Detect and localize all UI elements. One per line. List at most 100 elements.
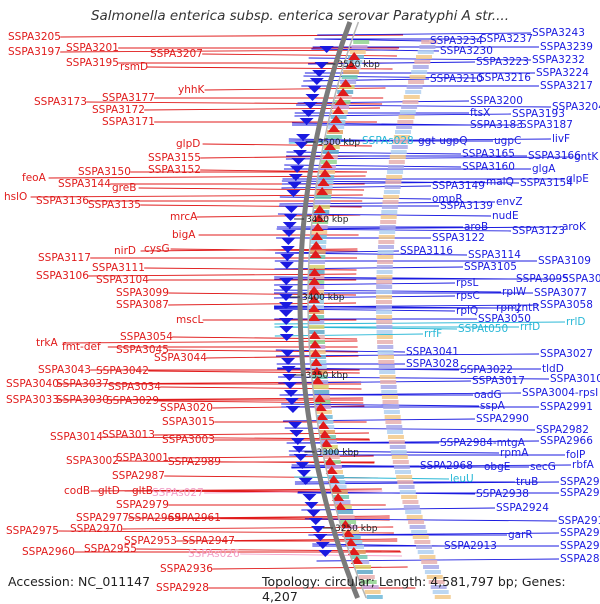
gene-label-right: SSPA3243 [532, 27, 585, 39]
feature-block [406, 515, 423, 519]
gene-label-right: SSPA3114 [468, 249, 521, 261]
feature-block [392, 460, 409, 464]
gene-label-right: rrfF [424, 328, 442, 340]
forward-gene-arrow [311, 376, 324, 384]
gene-label-right: SSPA3223 [476, 56, 529, 68]
gene-label-right: SSPA3204 [552, 101, 600, 113]
reverse-gene-arrow [288, 174, 303, 181]
forward-gene-arrow [314, 403, 327, 411]
forward-gene-arrow [327, 475, 340, 483]
feature-block [323, 455, 340, 459]
feature-block [381, 390, 398, 394]
feature-block [390, 150, 407, 154]
gene-label-right: envZ [496, 196, 523, 208]
forward-gene-arrow [324, 142, 337, 150]
reverse-gene-arrow [279, 326, 294, 333]
leader-line [48, 175, 366, 179]
gene-label-right: SSPA3183 [470, 119, 523, 131]
reverse-gene-arrow [299, 118, 314, 125]
gene-label-left: SSPA2961 [168, 512, 221, 524]
gene-label-left: SSPA3030 [56, 394, 109, 406]
feature-block [428, 580, 445, 584]
gene-label-left: fmt-def [62, 341, 101, 353]
gene-label-left: SSPA2955 [84, 543, 137, 555]
leader-line [274, 282, 456, 286]
reverse-gene-arrow [292, 446, 307, 453]
leader-line [204, 490, 383, 494]
feature-block [423, 565, 440, 569]
gene-label-left: SSPA2936 [160, 563, 213, 575]
gene-label-right: SSPA2938 [476, 488, 529, 500]
reverse-gene-arrow [292, 150, 307, 157]
reverse-gene-arrow [296, 134, 311, 141]
gene-label-left: SSPA3003 [162, 434, 215, 446]
feature-block [411, 530, 428, 534]
feature-block [416, 545, 433, 549]
leader-line [274, 333, 424, 337]
feature-block [398, 485, 415, 489]
reverse-gene-arrow [286, 190, 301, 197]
feature-block [412, 535, 429, 539]
gene-label-right: SSPA3095 [516, 273, 569, 285]
gene-label-right: SSPA2900 [560, 540, 600, 552]
forward-gene-arrow [347, 547, 360, 555]
leader-line [200, 169, 367, 173]
gene-label-left: gltD [98, 485, 120, 497]
leader-line [275, 252, 468, 256]
feature-block [308, 275, 325, 279]
reverse-gene-arrow [282, 222, 297, 229]
gene-label-left: SSPA3104 [96, 274, 149, 286]
gene-label-left: SSPA3045 [116, 344, 169, 356]
gene-label-right: SSPA3091 [562, 273, 600, 285]
gene-label-left: SSPA3042 [96, 365, 149, 377]
forward-gene-arrow [308, 268, 321, 276]
gene-label-right: SSPA3239 [540, 41, 593, 53]
gene-label-right: SSPA3077 [534, 287, 587, 299]
gene-label-left: greB [112, 182, 136, 194]
feature-block [362, 585, 379, 589]
gene-label-right: SSPA3224 [536, 67, 589, 79]
leader-line [180, 515, 390, 519]
forward-gene-arrow [308, 304, 321, 312]
feature-block [409, 525, 426, 529]
feature-block [349, 50, 366, 54]
feature-block [403, 95, 420, 99]
reverse-gene-arrow [282, 230, 297, 237]
gene-label-left: SSPA3205 [8, 31, 61, 43]
gene-label-right: SSPA3200 [470, 95, 523, 107]
feature-block [397, 120, 414, 124]
reverse-gene-arrow [301, 110, 316, 117]
feature-block [402, 100, 419, 104]
gene-label-left: SSPA3195 [66, 57, 119, 69]
position-label: 3550 kbp [337, 60, 380, 70]
gene-label-left: SSPA3015 [162, 416, 215, 428]
feature-block [395, 470, 412, 474]
leader-line [212, 566, 408, 570]
feature-block [399, 490, 416, 494]
feature-block [356, 570, 373, 574]
reverse-gene-arrow [287, 182, 302, 189]
gene-label-right: SSPA3105 [464, 261, 517, 273]
gene-label-right: nudE [492, 210, 519, 222]
gene-label-left: SSPA3177 [102, 92, 155, 104]
gene-label-left: SSPA3152 [148, 164, 201, 176]
gene-label-right: SSPA2898 [560, 553, 600, 565]
feature-block [381, 395, 398, 399]
feature-block [313, 205, 330, 209]
gene-label-right: rrfD [520, 321, 540, 333]
feature-block [320, 160, 337, 164]
feature-block [401, 495, 418, 499]
reverse-gene-arrow [302, 494, 317, 501]
feature-block [381, 210, 398, 214]
feature-block [376, 320, 393, 324]
gene-label-right: SSPA3154 [520, 177, 573, 189]
reverse-gene-arrow [291, 158, 306, 165]
feature-block [322, 450, 339, 454]
feature-block [396, 475, 413, 479]
gene-label-left: SSPA3014 [50, 431, 103, 443]
gene-label-left: SSPA3043 [38, 364, 91, 376]
forward-gene-arrow [318, 430, 331, 438]
feature-block [310, 365, 327, 369]
gene-label-right: ugpC [494, 135, 521, 147]
